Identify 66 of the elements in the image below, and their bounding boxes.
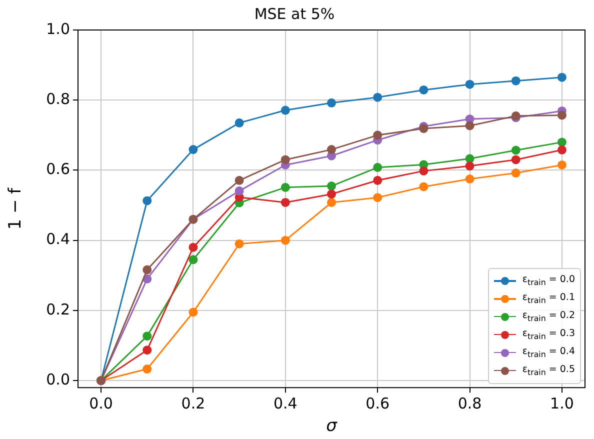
point — [373, 130, 382, 140]
point — [280, 182, 290, 192]
point — [419, 182, 428, 192]
point — [511, 168, 520, 178]
point — [465, 121, 474, 130]
y-tick-label: 1.0 — [46, 20, 70, 38]
y-tick-label: 0.0 — [46, 370, 70, 388]
y-tick-label: 0.8 — [46, 90, 70, 108]
chart-title: MSE at 5% — [254, 4, 335, 23]
point — [419, 124, 428, 134]
point — [511, 146, 520, 155]
point — [327, 145, 336, 154]
point — [373, 176, 382, 185]
point — [465, 80, 474, 89]
x-tick-label: 0.6 — [366, 394, 390, 412]
legend-label: ε$_{train}$ = 0.2 — [522, 309, 575, 325]
point — [142, 364, 152, 374]
x-axis-title: σ — [326, 416, 338, 436]
point — [188, 145, 198, 154]
legend-label: ε$_{train}$ = 0.4 — [522, 344, 575, 361]
point — [373, 193, 382, 202]
point — [188, 242, 198, 252]
x-tick-label: 0.4 — [273, 394, 298, 412]
y-tick-label: 0.4 — [46, 230, 70, 248]
legend-label: ε$_{train}$ = 0.0 — [522, 273, 575, 290]
point — [419, 85, 428, 94]
x-tick-label: 0.0 — [89, 394, 113, 412]
point — [234, 239, 244, 248]
point — [557, 110, 566, 120]
point — [557, 160, 566, 170]
point — [511, 155, 520, 164]
x-tick-label: 0.2 — [181, 394, 206, 412]
point — [373, 92, 382, 102]
point — [557, 145, 566, 154]
point — [142, 265, 152, 274]
point — [234, 118, 244, 128]
point — [280, 236, 290, 245]
point — [419, 166, 428, 176]
point — [327, 98, 336, 108]
point — [234, 176, 244, 185]
point — [142, 332, 152, 341]
point — [327, 182, 336, 191]
point — [234, 186, 244, 196]
point — [465, 174, 474, 184]
point — [557, 138, 566, 147]
point — [557, 72, 566, 82]
y-axis-title: 1 − f — [6, 186, 26, 230]
point — [188, 308, 198, 317]
point — [280, 155, 290, 164]
point — [188, 255, 198, 264]
point — [327, 190, 336, 199]
x-tick-label: 0.8 — [458, 394, 482, 412]
point — [280, 106, 290, 115]
point — [373, 162, 382, 172]
point — [280, 198, 290, 207]
legend-label: ε$_{train}$ = 0.5 — [522, 362, 575, 379]
y-tick-label: 0.2 — [46, 300, 70, 318]
legend-label: ε$_{train}$ = 0.1 — [522, 291, 575, 308]
x-tick-label: 1.0 — [550, 394, 574, 412]
point — [142, 196, 152, 206]
point — [465, 162, 474, 171]
point — [511, 76, 520, 86]
y-tick-label: 0.6 — [46, 160, 70, 178]
point — [142, 346, 152, 355]
legend-label: ε$_{train}$ = 0.3 — [522, 326, 575, 343]
point — [327, 198, 336, 207]
